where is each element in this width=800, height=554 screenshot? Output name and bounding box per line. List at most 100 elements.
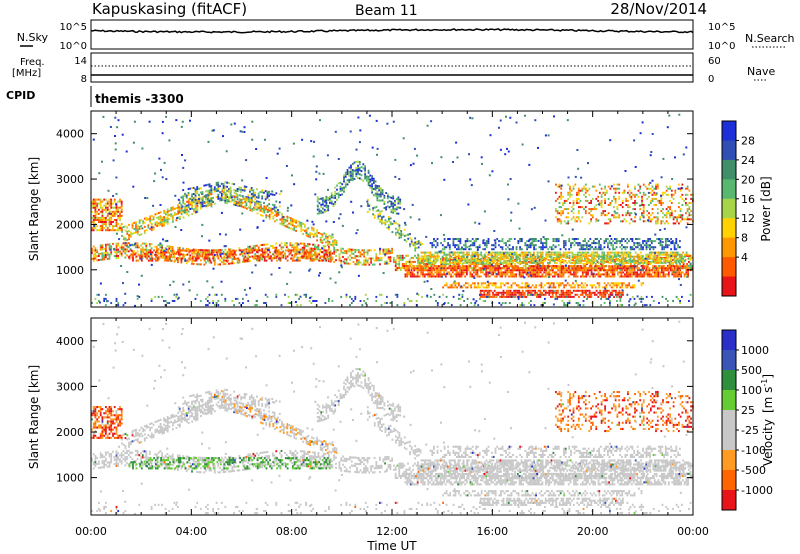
power-cell <box>335 250 337 253</box>
power-cell <box>406 265 409 268</box>
power-cell <box>604 293 607 296</box>
power-cell <box>447 242 449 245</box>
power-cell <box>537 289 540 292</box>
power-cell <box>436 254 439 257</box>
power-cell <box>555 271 558 274</box>
power-cell <box>362 163 365 166</box>
beam-title: Beam 11 <box>355 3 418 19</box>
power-cell <box>455 271 458 274</box>
power-cell <box>679 263 681 265</box>
power-cell <box>627 271 630 274</box>
power-cell <box>594 246 597 249</box>
power-cell <box>394 201 396 204</box>
power-cell <box>606 289 608 292</box>
power-cell <box>251 210 254 212</box>
power-cell <box>115 206 118 209</box>
power-cell <box>494 284 497 287</box>
power-cell <box>550 253 553 256</box>
power-cell <box>110 219 113 221</box>
power-cell <box>244 206 247 209</box>
power-cell <box>156 256 158 259</box>
power-cell <box>506 251 509 254</box>
power-cell <box>325 197 328 200</box>
power-cell <box>619 269 622 272</box>
power-cell <box>205 198 207 201</box>
power-cell <box>553 271 556 274</box>
power-cell <box>629 248 632 251</box>
power-cell <box>371 191 373 194</box>
power-cell <box>235 204 237 206</box>
power-cell <box>238 247 241 250</box>
power-cell <box>323 200 326 203</box>
power-cell <box>601 286 604 289</box>
power-cell <box>161 256 163 259</box>
power-cell <box>424 253 426 256</box>
power-cell <box>492 295 494 298</box>
power-cell <box>662 269 665 272</box>
power-cell <box>526 240 528 243</box>
power-cell <box>524 251 526 254</box>
power-cell <box>652 271 654 274</box>
power-cell <box>396 229 399 232</box>
power-cell <box>596 248 599 251</box>
power-cell <box>617 257 619 260</box>
power-cell <box>461 265 464 267</box>
power-cell <box>476 269 479 272</box>
power-cell <box>172 218 174 221</box>
power-cell <box>363 249 365 252</box>
power-cell <box>633 263 636 265</box>
power-cell <box>319 241 322 243</box>
power-cell <box>576 261 579 264</box>
power-cell <box>247 254 250 257</box>
power-cell <box>578 261 581 264</box>
cpid-label: CPID <box>6 89 35 102</box>
power-cell <box>182 257 185 260</box>
power-cell <box>415 265 418 267</box>
power-cell <box>676 265 679 268</box>
power-cell <box>618 291 621 294</box>
power-cell <box>685 251 688 254</box>
power-cell <box>627 251 630 254</box>
power-cell <box>458 263 460 265</box>
power-cell <box>524 259 526 262</box>
power-cell <box>634 271 637 274</box>
power-cell <box>120 206 123 209</box>
power-cell <box>394 267 397 270</box>
power-cell <box>175 252 178 255</box>
power-cell <box>575 253 577 256</box>
power-cell <box>539 271 542 274</box>
power-cell <box>115 210 118 213</box>
power-cell <box>500 282 502 285</box>
power-cell <box>469 273 472 276</box>
power-cell <box>277 213 280 216</box>
power-cell <box>615 240 618 243</box>
power-cell <box>208 251 211 254</box>
power-cell <box>610 271 612 274</box>
power-cell <box>569 269 572 272</box>
power-cell <box>291 218 294 221</box>
power-cell <box>624 246 627 249</box>
power-cell <box>473 251 476 254</box>
power-cell <box>158 212 160 214</box>
power-cell <box>366 204 369 207</box>
power-cell <box>165 213 167 216</box>
power-cell <box>226 185 228 188</box>
power-cell <box>452 251 454 254</box>
power-cell <box>469 259 472 262</box>
power-cell <box>380 259 383 261</box>
power-cell <box>557 269 560 272</box>
power-cell <box>91 202 93 205</box>
power-cell <box>592 275 595 278</box>
power-cell <box>434 240 437 243</box>
power-cell <box>124 252 127 255</box>
power-cell <box>366 261 369 264</box>
power-cell <box>228 262 230 265</box>
power-cell <box>478 269 481 272</box>
power-cell <box>94 200 97 203</box>
power-cell <box>471 253 474 256</box>
power-cell <box>432 253 435 256</box>
power-cell <box>473 253 476 256</box>
power-cell <box>524 263 527 265</box>
power-cell <box>557 289 559 292</box>
power-cell <box>256 202 259 205</box>
